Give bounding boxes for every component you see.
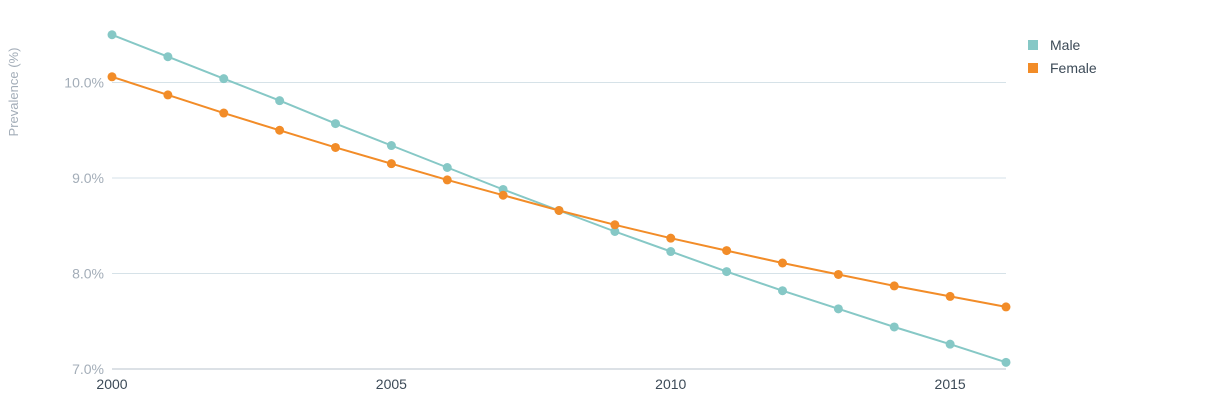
data-point-female[interactable] (1001, 302, 1011, 312)
data-point-female[interactable] (554, 205, 564, 215)
data-point-male[interactable] (219, 74, 229, 84)
y-tick-label: 10.0% (64, 75, 104, 91)
data-point-female[interactable] (666, 233, 676, 243)
y-tick-label: 8.0% (72, 266, 104, 282)
data-point-female[interactable] (442, 175, 452, 185)
legend: Male Female (1028, 33, 1097, 79)
data-point-female[interactable] (722, 246, 732, 256)
data-point-male[interactable] (1001, 357, 1011, 367)
legend-label-female: Female (1050, 59, 1097, 76)
data-point-female[interactable] (107, 72, 117, 82)
data-point-female[interactable] (498, 190, 508, 200)
series-line-male (111, 33, 1007, 364)
legend-item-male[interactable]: Male (1028, 33, 1097, 56)
data-point-male[interactable] (722, 267, 732, 277)
legend-item-female[interactable]: Female (1028, 56, 1097, 79)
data-point-male[interactable] (331, 119, 340, 129)
data-point-female[interactable] (610, 220, 620, 230)
data-point-female[interactable] (275, 125, 285, 135)
data-point-male[interactable] (610, 226, 620, 236)
data-point-male[interactable] (833, 304, 843, 314)
x-tick-label: 2015 (935, 376, 966, 392)
data-point-male[interactable] (442, 162, 452, 172)
series-layer (107, 30, 1011, 367)
x-tick-label: 2000 (96, 376, 127, 392)
y-tick-label: 9.0% (72, 170, 104, 186)
data-point-male[interactable] (778, 286, 787, 296)
data-point-female[interactable] (163, 90, 173, 100)
data-point-male[interactable] (163, 52, 173, 62)
gridlines (112, 82, 1006, 370)
data-point-female[interactable] (219, 108, 229, 118)
series-line-female (111, 75, 1007, 308)
y-axis-ticks: 7.0% 8.0% 9.0% 10.0% (64, 75, 104, 378)
data-point-male[interactable] (666, 247, 676, 257)
data-point-male[interactable] (386, 141, 396, 151)
series-female (107, 72, 1011, 312)
x-axis-ticks: 2000 2005 2010 2015 (96, 376, 965, 392)
data-point-female[interactable] (889, 281, 899, 291)
x-tick-label: 2005 (376, 376, 407, 392)
legend-swatch-female (1028, 62, 1038, 73)
series-male (107, 30, 1011, 367)
y-tick-label: 7.0% (72, 361, 104, 377)
data-point-female[interactable] (833, 269, 843, 279)
legend-label-male: Male (1050, 36, 1081, 53)
legend-swatch-male (1028, 39, 1038, 50)
y-axis-label: Prevalence (%) (6, 48, 21, 137)
data-point-female[interactable] (778, 258, 787, 268)
data-point-male[interactable] (889, 322, 899, 332)
data-point-female[interactable] (945, 291, 955, 301)
data-point-male[interactable] (945, 339, 955, 349)
data-point-male[interactable] (107, 30, 117, 40)
data-point-female[interactable] (331, 142, 340, 152)
x-tick-label: 2010 (655, 376, 686, 392)
data-point-female[interactable] (386, 159, 396, 169)
data-point-male[interactable] (275, 96, 285, 106)
